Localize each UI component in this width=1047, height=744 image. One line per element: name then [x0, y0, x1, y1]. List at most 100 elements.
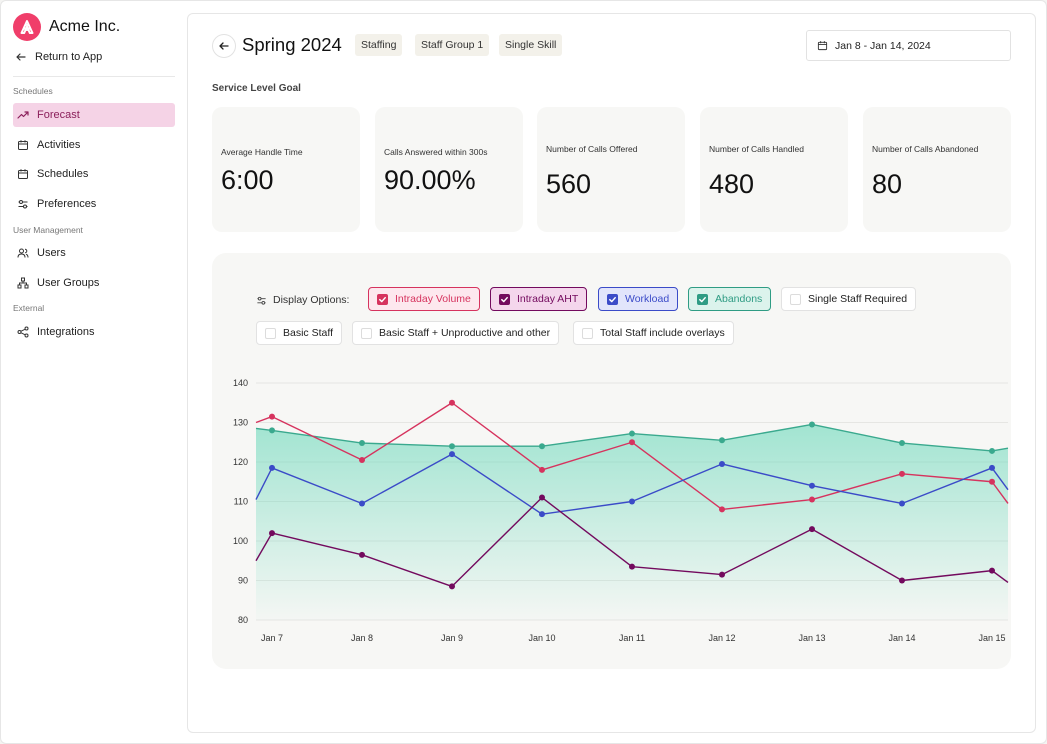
- data-point-intraday-aht: [269, 530, 275, 537]
- data-point-intraday-volume: [449, 399, 455, 406]
- users-icon: [17, 248, 29, 258]
- option-total-staff-overlays[interactable]: Total Staff include overlays: [573, 321, 734, 345]
- series-area-abandons: [256, 424, 1008, 620]
- data-point-intraday-aht: [989, 567, 995, 574]
- sidebar-item-preferences[interactable]: Preferences: [13, 192, 175, 216]
- kpi-value: 560: [546, 169, 592, 199]
- data-point-workload: [539, 511, 545, 518]
- display-options-label-group: Display Options:: [256, 294, 349, 306]
- y-tick-label: 100: [233, 536, 248, 546]
- x-tick-label: Jan 8: [351, 633, 373, 643]
- kpi-card-calls-abandoned: Number of Calls Abandoned 80: [863, 107, 1011, 232]
- option-abandons[interactable]: Abandons: [688, 287, 772, 311]
- data-point-workload: [359, 500, 365, 507]
- forecast-line-chart: 80 90 100 110 120 130 140 Jan 7 Jan 8 Jan 9 Jan 10…: [233, 378, 1009, 643]
- trending-up-icon: [17, 111, 29, 119]
- checkbox-icon: [377, 293, 388, 305]
- x-tick-label: Jan 15: [978, 633, 1005, 643]
- y-tick-label: 80: [238, 615, 248, 625]
- sidebar-item-users[interactable]: Users: [13, 241, 175, 265]
- date-range-value: Jan 8 - Jan 14, 2024: [835, 39, 931, 52]
- data-point-abandons: [269, 427, 275, 434]
- y-tick-label: 120: [233, 457, 248, 467]
- hierarchy-icon: [17, 277, 29, 289]
- kpi-value: 80: [872, 169, 903, 199]
- data-point-intraday-aht: [629, 563, 635, 570]
- return-to-app-label: Return to App: [35, 51, 103, 63]
- sidebar-item-label: Preferences: [37, 198, 97, 210]
- data-point-intraday-aht: [899, 577, 905, 584]
- data-point-intraday-volume: [359, 457, 365, 464]
- data-point-workload: [629, 498, 635, 505]
- y-tick-label: 90: [238, 576, 248, 586]
- data-point-intraday-aht: [449, 583, 455, 590]
- x-tick-label: Jan 11: [619, 633, 645, 643]
- arrow-left-icon: [219, 42, 229, 50]
- data-point-abandons: [809, 421, 815, 428]
- brand-name: Acme Inc.: [49, 18, 121, 35]
- display-options-label: Display Options:: [273, 294, 350, 306]
- kpi-value: 90.00%: [384, 165, 476, 195]
- data-point-abandons: [449, 443, 455, 450]
- option-basic-staff-unproductive[interactable]: Basic Staff + Unproductive and other: [352, 321, 560, 345]
- data-point-intraday-volume: [899, 470, 905, 477]
- option-intraday-volume[interactable]: Intraday Volume: [368, 287, 480, 311]
- checkbox-icon: [361, 327, 372, 339]
- data-point-workload: [449, 451, 455, 458]
- data-point-abandons: [989, 447, 995, 454]
- x-tick-label: Jan 14: [888, 633, 915, 643]
- data-point-intraday-aht: [809, 526, 815, 533]
- data-point-workload: [719, 460, 725, 467]
- option-workload[interactable]: Workload: [598, 287, 679, 311]
- data-point-intraday-aht: [719, 571, 725, 578]
- tag-single-skill: Single Skill: [499, 34, 563, 56]
- data-point-intraday-aht: [359, 551, 365, 558]
- option-single-staff-required[interactable]: Single Staff Required: [781, 287, 917, 311]
- data-point-abandons: [719, 437, 725, 444]
- share-icon: [17, 326, 29, 338]
- checkbox-icon: [607, 293, 618, 305]
- data-point-workload: [899, 500, 905, 507]
- data-point-abandons: [539, 443, 545, 450]
- sidebar-item-user-groups[interactable]: User Groups: [13, 271, 175, 295]
- option-label: Basic Staff + Unproductive and other: [379, 327, 551, 339]
- return-to-app-link[interactable]: Return to App: [15, 51, 102, 63]
- x-tick-label: Jan 9: [441, 633, 463, 643]
- kpi-card-calls-offered: Number of Calls Offered 560: [537, 107, 685, 232]
- kpi-value: 6:00: [221, 165, 274, 195]
- kpi-label: Number of Calls Abandoned: [872, 144, 979, 154]
- data-point-intraday-volume: [269, 413, 275, 420]
- data-point-workload: [269, 464, 275, 471]
- section-label-schedules: Schedules: [13, 86, 53, 96]
- brand[interactable]: Acme Inc.: [13, 13, 120, 41]
- data-point-intraday-volume: [629, 439, 635, 446]
- back-button[interactable]: [212, 34, 236, 58]
- data-point-intraday-volume: [809, 496, 815, 503]
- kpi-label: Number of Calls Handled: [709, 144, 804, 154]
- date-range-picker[interactable]: Jan 8 - Jan 14, 2024: [806, 30, 1011, 61]
- acme-logo-icon: [13, 13, 41, 41]
- checkbox-icon: [790, 293, 801, 305]
- sidebar-item-activities[interactable]: Activities: [13, 133, 175, 157]
- option-label: Abandons: [715, 293, 763, 305]
- option-basic-staff[interactable]: Basic Staff: [256, 321, 342, 345]
- sidebar-item-schedules[interactable]: Schedules: [13, 162, 175, 186]
- sidebar: Acme Inc. Return to App Schedules Foreca…: [1, 1, 187, 743]
- tag-staffing: Staffing: [355, 34, 403, 56]
- option-label: Workload: [625, 293, 670, 305]
- data-point-abandons: [899, 440, 905, 447]
- sidebar-item-integrations[interactable]: Integrations: [13, 320, 175, 344]
- y-tick-label: 130: [233, 418, 248, 428]
- option-label: Single Staff Required: [808, 293, 908, 305]
- kpi-card-average-handle-time: Average Handle Time 6:00: [212, 107, 360, 232]
- sidebar-item-label: User Groups: [37, 277, 100, 289]
- service-level-goal-title: Service Level Goal: [212, 83, 301, 94]
- sidebar-item-label: Activities: [37, 139, 81, 151]
- option-intraday-aht[interactable]: Intraday AHT: [490, 287, 588, 311]
- checkbox-icon: [697, 293, 708, 305]
- page-title: Spring 2024: [242, 34, 342, 55]
- sidebar-item-forecast[interactable]: Forecast: [13, 103, 175, 127]
- sliders-icon: [257, 296, 266, 305]
- calendar-icon: [817, 41, 828, 51]
